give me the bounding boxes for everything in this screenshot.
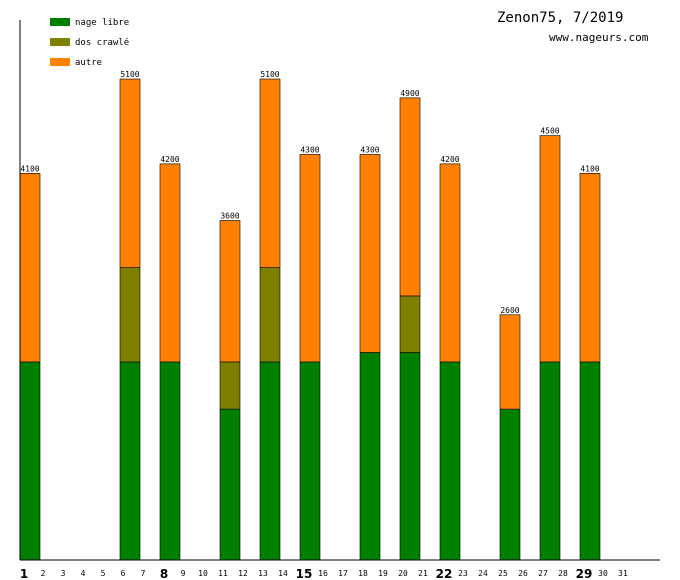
bar-total-label-day-11: 3600 bbox=[220, 211, 239, 220]
bar-total-label-day-8: 4200 bbox=[160, 155, 179, 164]
bar-total-label-day-1: 4100 bbox=[20, 164, 39, 173]
x-tick-day-3: 3 bbox=[61, 569, 66, 578]
x-tick-day-16: 16 bbox=[318, 569, 328, 578]
bar-segment-day-6-series-2 bbox=[119, 78, 141, 268]
x-tick-day-8: 8 bbox=[160, 567, 168, 580]
bars-group bbox=[19, 78, 601, 561]
bar-segment-day-18-series-2 bbox=[359, 154, 381, 353]
bar-segment-day-20-series-1 bbox=[399, 295, 421, 353]
legend-swatch-nage-libre bbox=[50, 18, 70, 26]
bar-total-label-day-6: 5100 bbox=[120, 70, 139, 79]
x-tick-day-5: 5 bbox=[101, 569, 106, 578]
legend-label-autre: autre bbox=[75, 58, 102, 68]
bar-segment-day-22-series-0 bbox=[439, 361, 461, 561]
x-tick-day-15: 15 bbox=[296, 567, 313, 580]
bar-total-label-day-20: 4900 bbox=[400, 89, 419, 98]
x-tick-labels: 1 2 3 4 5 6 7 8 9 10 11 12 13 14 15 16 17 18 19 20 21 22 23 24 2… bbox=[20, 567, 628, 580]
bar-segment-day-15-series-2 bbox=[299, 154, 321, 363]
x-tick-day-4: 4 bbox=[81, 569, 86, 578]
legend-swatch-dos-crawle bbox=[50, 38, 70, 46]
bar-segment-day-6-series-1 bbox=[119, 267, 141, 363]
bar-segment-day-25-series-2 bbox=[499, 314, 521, 410]
x-tick-day-31: 31 bbox=[618, 569, 628, 578]
x-tick-day-22: 22 bbox=[436, 567, 453, 580]
bar-segment-day-18-series-0 bbox=[359, 352, 381, 561]
x-tick-day-18: 18 bbox=[358, 569, 368, 578]
bar-total-label-day-22: 4200 bbox=[440, 155, 459, 164]
bar-segment-day-11-series-1 bbox=[219, 361, 241, 410]
bar-segment-day-27-series-2 bbox=[539, 135, 561, 363]
bar-segment-day-15-series-0 bbox=[299, 361, 321, 561]
x-tick-day-14: 14 bbox=[278, 569, 288, 578]
bar-segment-day-6-series-0 bbox=[119, 361, 141, 561]
bar-segment-day-8-series-2 bbox=[159, 163, 181, 363]
x-tick-day-13: 13 bbox=[258, 569, 268, 578]
legend-label-dos-crawle: dos crawlé bbox=[75, 37, 129, 48]
bar-total-label-day-13: 5100 bbox=[260, 70, 279, 79]
bar-segment-day-13-series-1 bbox=[259, 267, 281, 363]
chart-title: Zenon75, 7/2019 bbox=[497, 10, 623, 26]
x-tick-day-26: 26 bbox=[518, 569, 528, 578]
bar-total-label-day-27: 4500 bbox=[540, 127, 559, 136]
x-tick-day-11: 11 bbox=[218, 569, 228, 578]
x-tick-day-25: 25 bbox=[498, 569, 508, 578]
x-tick-day-10: 10 bbox=[198, 569, 208, 578]
bar-segment-day-13-series-0 bbox=[259, 361, 281, 561]
bar-segment-day-22-series-2 bbox=[439, 163, 461, 363]
bar-segment-day-27-series-0 bbox=[539, 361, 561, 561]
bar-total-label-day-15: 4300 bbox=[300, 145, 319, 154]
legend-label-nage-libre: nage libre bbox=[75, 18, 129, 28]
x-tick-day-17: 17 bbox=[338, 569, 348, 578]
x-tick-day-24: 24 bbox=[478, 569, 488, 578]
legend: nage libre dos crawlé autre bbox=[50, 18, 129, 68]
bar-segment-day-8-series-0 bbox=[159, 361, 181, 561]
x-tick-day-9: 9 bbox=[181, 569, 186, 578]
bar-segment-day-20-series-2 bbox=[399, 97, 421, 297]
bar-total-label-day-18: 4300 bbox=[360, 145, 379, 154]
bar-segment-day-11-series-0 bbox=[219, 408, 241, 561]
bar-total-label-day-29: 4100 bbox=[580, 164, 599, 173]
x-tick-day-20: 20 bbox=[398, 569, 408, 578]
x-tick-day-29: 29 bbox=[576, 567, 593, 580]
x-tick-day-1: 1 bbox=[20, 567, 28, 580]
bar-segment-day-13-series-2 bbox=[259, 78, 281, 268]
bar-segment-day-1-series-2 bbox=[19, 173, 41, 363]
x-tick-day-23: 23 bbox=[458, 569, 468, 578]
x-tick-day-12: 12 bbox=[238, 569, 248, 578]
x-tick-day-30: 30 bbox=[598, 569, 608, 578]
bar-labels-group: 4100 5100 4200 3600 5100 4300 4300 4900 4200 2600… bbox=[20, 70, 599, 315]
x-tick-day-19: 19 bbox=[378, 569, 388, 578]
bar-segment-day-29-series-0 bbox=[579, 361, 601, 561]
legend-swatch-autre bbox=[50, 58, 70, 66]
x-tick-day-2: 2 bbox=[41, 569, 46, 578]
chart-subtitle: www.nageurs.com bbox=[549, 31, 649, 44]
bar-segment-day-11-series-2 bbox=[219, 220, 241, 363]
x-tick-day-28: 28 bbox=[558, 569, 568, 578]
bar-total-label-day-25: 2600 bbox=[500, 306, 519, 315]
x-tick-day-7: 7 bbox=[141, 569, 146, 578]
bar-segment-day-1-series-0 bbox=[19, 361, 41, 561]
bar-segment-day-29-series-2 bbox=[579, 173, 601, 363]
x-tick-day-6: 6 bbox=[121, 569, 126, 578]
bar-segment-day-20-series-0 bbox=[399, 352, 421, 561]
x-tick-day-21: 21 bbox=[418, 569, 428, 578]
x-tick-day-27: 27 bbox=[538, 569, 548, 578]
bar-segment-day-25-series-0 bbox=[499, 408, 521, 561]
